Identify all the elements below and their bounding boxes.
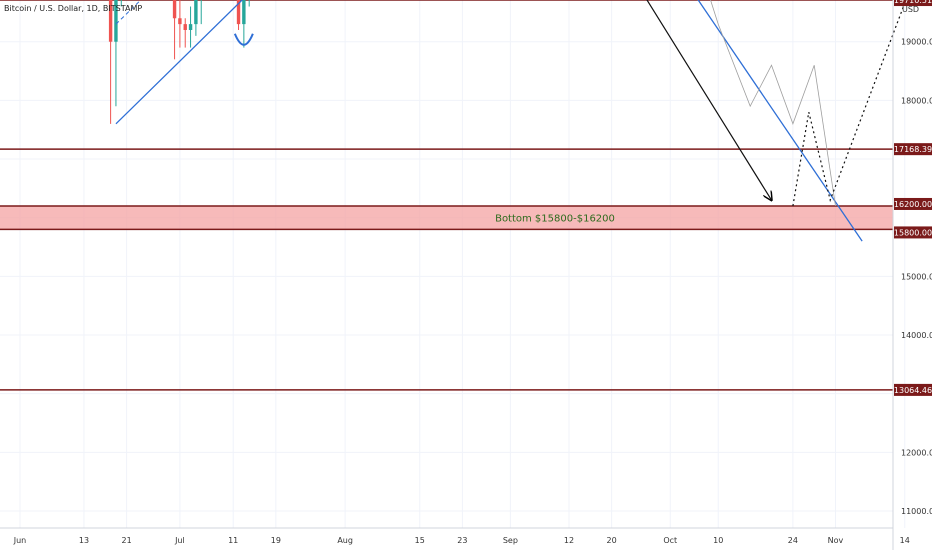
candle-body bbox=[108, 0, 113, 42]
candle-body bbox=[188, 24, 193, 30]
zigzag-projection bbox=[710, 0, 836, 207]
x-tick-label: 15 bbox=[415, 536, 425, 545]
x-tick-label: 10 bbox=[713, 536, 723, 545]
candle bbox=[178, 0, 182, 48]
price-labels: 25420.2619710.5117168.3913064.4616200.00… bbox=[894, 0, 932, 396]
x-tick-label: Nov bbox=[828, 536, 844, 545]
level-price-label: 17168.39 bbox=[894, 145, 932, 154]
candle-body bbox=[178, 18, 182, 25]
chart-title: Bitcoin / U.S. Dollar, 1D, BITSTAMP bbox=[4, 4, 142, 13]
candle bbox=[200, 0, 202, 25]
x-tick-label: 20 bbox=[607, 536, 617, 545]
y-tick-label: 18000.00 bbox=[901, 96, 932, 105]
level-price-badge bbox=[894, 383, 932, 396]
zone-price-badge bbox=[894, 226, 932, 239]
level-price-badge bbox=[894, 0, 932, 7]
y-tick-label: 15000.00 bbox=[901, 272, 932, 281]
candle bbox=[172, 0, 177, 60]
x-tick-label: 23 bbox=[457, 536, 467, 545]
zone-price-label: 16200.00 bbox=[894, 200, 932, 209]
candle-body bbox=[194, 0, 198, 25]
y-tick-label: 12000.00 bbox=[901, 448, 932, 457]
zone-price-badge bbox=[894, 197, 932, 210]
drawings: Critical Liquidity Pool bbox=[115, 0, 907, 242]
grid bbox=[0, 0, 906, 528]
candle bbox=[188, 6, 193, 48]
dotted-recovery-path bbox=[792, 0, 907, 207]
bottom-zone bbox=[0, 205, 893, 230]
candle bbox=[183, 18, 187, 48]
arc-marker bbox=[233, 33, 254, 46]
x-tick-label: 11 bbox=[228, 536, 238, 545]
y-tick-label: 11000.00 bbox=[901, 507, 932, 516]
candle-body bbox=[172, 0, 177, 19]
bottom-zone-label: Bottom $15800-$16200 bbox=[495, 214, 615, 225]
x-tick-label: 19 bbox=[271, 536, 281, 545]
candle bbox=[108, 0, 113, 124]
downtrend-line bbox=[697, 0, 863, 242]
x-tick-label: 14 bbox=[900, 536, 910, 545]
level-price-label: 13064.46 bbox=[894, 386, 932, 395]
currency-label: USD bbox=[902, 5, 919, 14]
candle-body bbox=[114, 0, 118, 42]
x-tick-label: 24 bbox=[788, 536, 798, 545]
x-tick-label: Jul bbox=[174, 536, 185, 545]
level-price-label: 19710.51 bbox=[894, 0, 932, 5]
candle bbox=[242, 0, 246, 48]
x-tick-label: 13 bbox=[79, 536, 89, 545]
x-tick-label: Oct bbox=[663, 536, 677, 545]
zone-price-label: 15800.00 bbox=[894, 228, 932, 237]
level-price-badge bbox=[894, 143, 932, 156]
candle-body bbox=[236, 0, 241, 25]
candle bbox=[194, 0, 198, 36]
candle bbox=[114, 0, 118, 107]
candle bbox=[248, 0, 250, 7]
x-tick-label: Aug bbox=[337, 536, 353, 545]
x-tick-label: 21 bbox=[122, 536, 132, 545]
x-tick-label: 12 bbox=[564, 536, 574, 545]
candles bbox=[108, 0, 250, 124]
y-tick-label: 19000.00 bbox=[901, 38, 932, 47]
x-tick-label: Jun bbox=[13, 536, 27, 545]
candle-body bbox=[242, 0, 246, 25]
projection-arrow bbox=[646, 0, 771, 200]
candle-body bbox=[183, 24, 187, 30]
y-tick-label: 14000.00 bbox=[901, 331, 932, 340]
zones: Bottom $15800-$16200 bbox=[0, 205, 893, 231]
channel-lower bbox=[115, 0, 244, 125]
horizontal-levels bbox=[0, 0, 893, 391]
candle bbox=[236, 0, 241, 30]
x-tick-label: Sep bbox=[503, 536, 518, 545]
